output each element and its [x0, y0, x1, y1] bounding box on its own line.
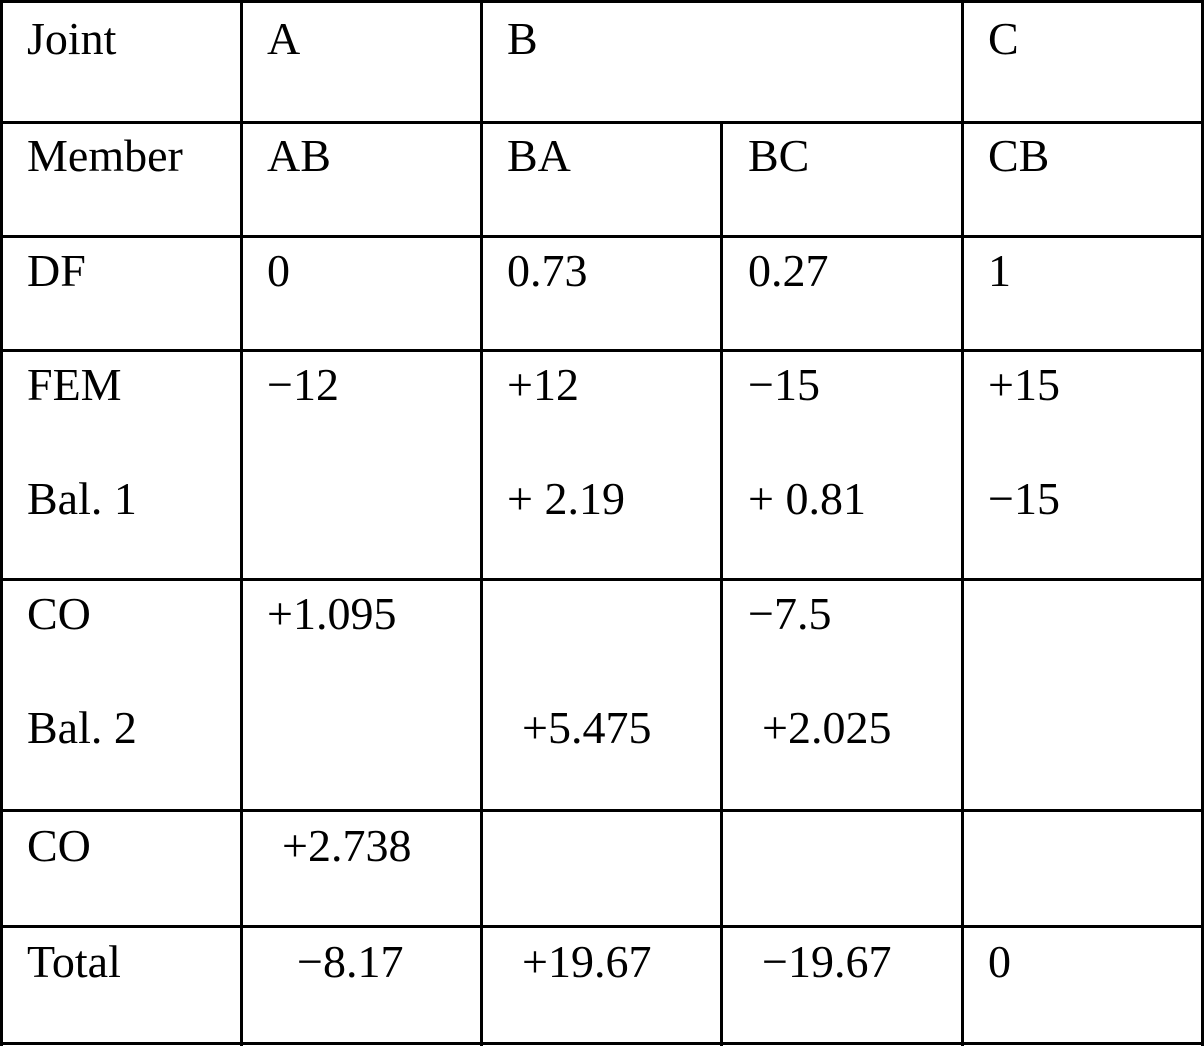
row-divider	[0, 925, 1204, 928]
member-ba: BA	[507, 130, 571, 181]
co2-label: CO	[27, 820, 91, 871]
co1-bc: −7.5	[748, 588, 832, 639]
row-divider	[0, 578, 1204, 581]
bal1-ba: + 2.19	[507, 473, 625, 524]
table-border-right	[1201, 0, 1204, 1046]
total-bc: −19.67	[762, 936, 892, 987]
row-divider	[0, 235, 1204, 238]
joint-a: A	[267, 13, 301, 64]
member-ab: AB	[267, 130, 331, 181]
table-border-left	[0, 0, 3, 1046]
row-divider	[0, 349, 1204, 352]
df-ab: 0	[267, 245, 290, 296]
total-ab: −8.17	[297, 936, 404, 987]
column-divider	[240, 0, 243, 1046]
joint-label: Joint	[27, 13, 117, 64]
column-divider	[480, 0, 483, 1046]
fem-label: FEM	[27, 359, 122, 410]
co1-label: CO	[27, 588, 91, 639]
member-label: Member	[27, 130, 183, 181]
co1-ab: +1.095	[267, 588, 397, 639]
member-bc: BC	[748, 130, 810, 181]
df-cb: 1	[988, 245, 1011, 296]
co2-ab: +2.738	[282, 820, 412, 871]
fem-bc: −15	[748, 359, 820, 410]
fem-ab: −12	[267, 359, 339, 410]
total-ba: +19.67	[522, 936, 652, 987]
fem-ba: +12	[507, 359, 579, 410]
joint-b: B	[507, 13, 538, 64]
column-divider-bc	[720, 121, 723, 1046]
table-border-top	[0, 0, 1204, 3]
bal1-cb: −15	[988, 473, 1060, 524]
column-divider	[961, 0, 964, 1046]
bal2-bc: +2.025	[762, 702, 892, 753]
total-cb: 0	[988, 936, 1011, 987]
bal1-label: Bal. 1	[27, 473, 137, 524]
df-bc: 0.27	[748, 245, 829, 296]
fem-cb: +15	[988, 359, 1060, 410]
df-ba: 0.73	[507, 245, 588, 296]
row-divider	[0, 809, 1204, 812]
bal1-bc: + 0.81	[748, 473, 866, 524]
total-label: Total	[27, 936, 121, 987]
bal2-label: Bal. 2	[27, 702, 137, 753]
member-cb: CB	[988, 130, 1050, 181]
joint-c: C	[988, 13, 1019, 64]
table-border-bottom	[0, 1042, 1204, 1045]
df-label: DF	[27, 245, 86, 296]
bal2-ba: +5.475	[522, 702, 652, 753]
row-divider	[0, 121, 1204, 124]
